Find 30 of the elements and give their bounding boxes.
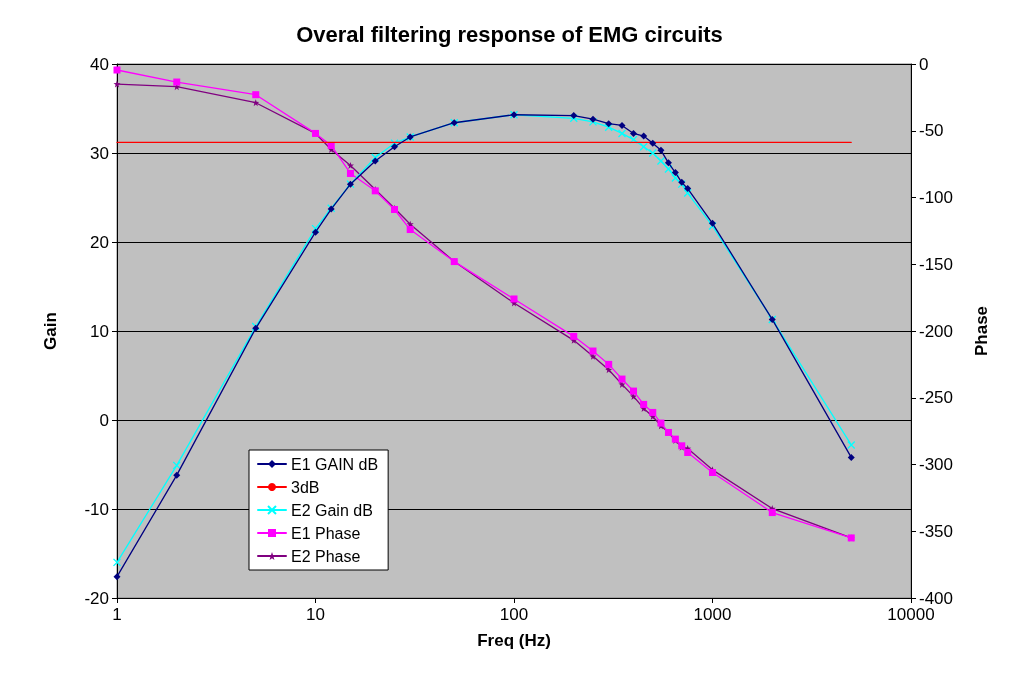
y-tick-label: 10 xyxy=(90,321,109,341)
y-tick-label: 0 xyxy=(99,410,109,430)
y2-tick-label: -300 xyxy=(919,455,954,474)
legend-label: 3dB xyxy=(291,478,320,496)
y-axis-title: Gain xyxy=(41,312,60,350)
y-tick-label: 20 xyxy=(90,232,109,252)
legend-label: E1 Phase xyxy=(291,524,361,542)
y-tick-label: -20 xyxy=(84,588,109,608)
y-tick-label: -10 xyxy=(84,499,109,519)
chart-title: Overal filtering response of EMG circuits xyxy=(296,21,723,47)
y2-axis-title: Phase xyxy=(972,305,991,357)
x-axis-title: Freq (Hz) xyxy=(477,631,551,650)
x-tick-label: 10000 xyxy=(887,605,935,624)
legend-label: E1 GAIN dB xyxy=(291,455,379,473)
y-tick-label: 30 xyxy=(90,143,109,163)
x-tick-label: 10 xyxy=(306,605,325,624)
legend-label: E2 Phase xyxy=(291,547,361,565)
y2-tick-label: -50 xyxy=(919,121,944,141)
y2-tick-label: 0 xyxy=(919,54,929,74)
y2-tick-label: -100 xyxy=(919,188,954,207)
y2-tick-label: -150 xyxy=(919,254,954,274)
y2-tick-label: -200 xyxy=(919,321,954,341)
x-tick-label: 1 xyxy=(112,605,122,624)
y2-tick-label: -400 xyxy=(919,588,954,608)
y-tick-label: 40 xyxy=(90,54,109,74)
x-tick-label: 100 xyxy=(499,605,529,624)
y2-tick-label: -250 xyxy=(919,388,954,408)
legend-label: E2 Gain dB xyxy=(291,501,373,519)
y2-tick-label: -350 xyxy=(919,521,954,541)
x-tick-label: 1000 xyxy=(693,605,732,624)
